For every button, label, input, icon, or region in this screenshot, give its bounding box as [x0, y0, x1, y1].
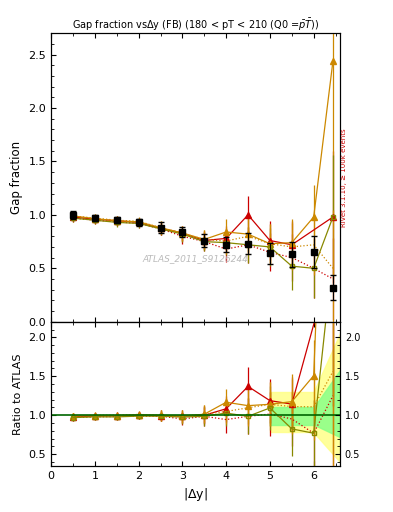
Y-axis label: Gap fraction: Gap fraction — [10, 141, 23, 214]
Title: Gap fraction vs$\Delta$y (FB) (180 < pT < 210 (Q0 =$\bar{p}\bar{T}$)): Gap fraction vs$\Delta$y (FB) (180 < pT … — [72, 17, 319, 33]
Text: ATLAS_2011_S9126244: ATLAS_2011_S9126244 — [143, 254, 248, 263]
Y-axis label: Ratio to ATLAS: Ratio to ATLAS — [13, 353, 23, 435]
X-axis label: |$\Delta$y|: |$\Delta$y| — [183, 486, 208, 503]
Y-axis label: Rivet 3.1.10, ≥ 100k events: Rivet 3.1.10, ≥ 100k events — [342, 128, 347, 227]
